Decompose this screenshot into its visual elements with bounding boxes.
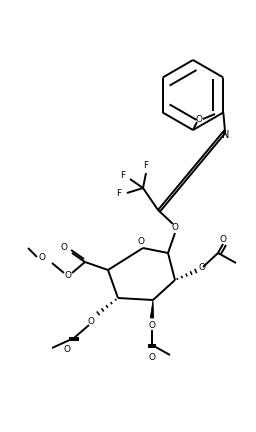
Text: O: O: [148, 353, 155, 362]
Text: O: O: [65, 270, 71, 280]
Text: F: F: [120, 172, 125, 181]
Text: O: O: [172, 223, 178, 232]
Text: O: O: [38, 252, 46, 261]
Polygon shape: [150, 300, 154, 318]
Text: O: O: [60, 242, 68, 251]
Text: O: O: [196, 115, 202, 124]
Text: O: O: [137, 236, 144, 245]
Text: N: N: [222, 130, 229, 140]
Text: O: O: [88, 317, 94, 325]
Text: F: F: [143, 162, 148, 171]
Text: O: O: [63, 346, 70, 355]
Text: O: O: [198, 264, 206, 273]
Text: O: O: [148, 321, 155, 330]
Text: F: F: [116, 188, 122, 197]
Text: O: O: [219, 235, 227, 245]
